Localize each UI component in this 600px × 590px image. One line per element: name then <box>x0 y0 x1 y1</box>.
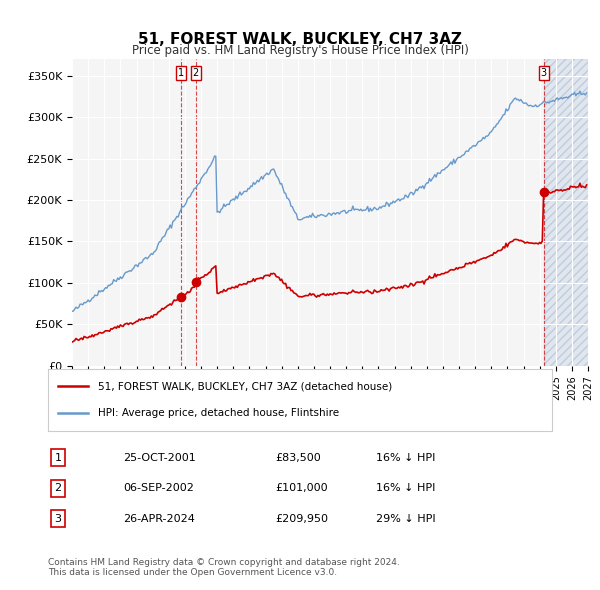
Text: 16% ↓ HPI: 16% ↓ HPI <box>376 483 435 493</box>
Text: 3: 3 <box>55 514 62 524</box>
Text: Price paid vs. HM Land Registry's House Price Index (HPI): Price paid vs. HM Land Registry's House … <box>131 44 469 57</box>
Text: 1: 1 <box>55 453 62 463</box>
Text: 29% ↓ HPI: 29% ↓ HPI <box>376 514 435 524</box>
Text: 51, FOREST WALK, BUCKLEY, CH7 3AZ: 51, FOREST WALK, BUCKLEY, CH7 3AZ <box>138 32 462 47</box>
Text: 06-SEP-2002: 06-SEP-2002 <box>124 483 194 493</box>
Text: 26-APR-2024: 26-APR-2024 <box>124 514 196 524</box>
Text: 51, FOREST WALK, BUCKLEY, CH7 3AZ (detached house): 51, FOREST WALK, BUCKLEY, CH7 3AZ (detac… <box>98 381 392 391</box>
Text: 2: 2 <box>55 483 62 493</box>
Text: This data is licensed under the Open Government Licence v3.0.: This data is licensed under the Open Gov… <box>48 568 337 576</box>
Text: 1: 1 <box>178 68 184 78</box>
Text: Contains HM Land Registry data © Crown copyright and database right 2024.: Contains HM Land Registry data © Crown c… <box>48 558 400 566</box>
Text: £101,000: £101,000 <box>275 483 328 493</box>
Bar <box>544 59 588 366</box>
Text: 2: 2 <box>193 68 199 78</box>
Text: 25-OCT-2001: 25-OCT-2001 <box>124 453 196 463</box>
Text: 16% ↓ HPI: 16% ↓ HPI <box>376 453 435 463</box>
Text: 3: 3 <box>541 68 547 78</box>
Text: £83,500: £83,500 <box>275 453 320 463</box>
Text: HPI: Average price, detached house, Flintshire: HPI: Average price, detached house, Flin… <box>98 408 340 418</box>
Text: £209,950: £209,950 <box>275 514 328 524</box>
Bar <box>544 59 588 366</box>
